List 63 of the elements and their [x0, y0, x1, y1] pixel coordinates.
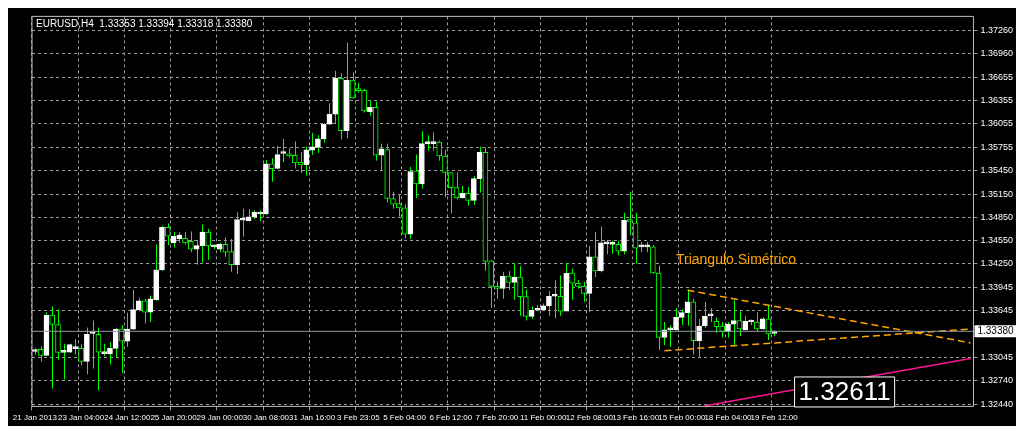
candlestick	[280, 138, 287, 163]
candlestick	[592, 231, 598, 278]
y-tick-label: 1.36355	[980, 95, 1014, 106]
candlestick	[702, 301, 708, 329]
y-tick-label: 1.33045	[980, 351, 1014, 362]
y-tick-label: 1.35755	[980, 141, 1014, 152]
x-tick-label: 25 Jan 20:00	[150, 413, 198, 423]
y-tick-label: 1.33645	[980, 305, 1014, 316]
candlestick	[188, 230, 194, 253]
y-tick-label: 1.35150	[980, 188, 1014, 199]
candlestick	[754, 311, 760, 333]
y-tick-label: 1.36960	[980, 48, 1014, 59]
x-tick-label: 13 Feb 16:00	[612, 413, 660, 423]
candlestick	[309, 132, 315, 156]
x-tick-label: 30 Jan 08:00	[242, 413, 290, 423]
candlestick	[626, 191, 633, 236]
candlestick	[205, 228, 211, 261]
candlestick	[517, 265, 523, 317]
candlestick	[268, 157, 275, 183]
candlestick	[569, 268, 575, 301]
x-tick-label: 11 Feb 00:00	[519, 413, 567, 423]
candlestick	[523, 288, 529, 321]
candlestick	[228, 238, 235, 273]
candlestick	[49, 306, 56, 390]
y-tick-label: 1.35450	[980, 165, 1014, 176]
candlestick	[442, 149, 448, 198]
ref-line-label: 1.33380	[977, 325, 1015, 337]
y-tick-label: 1.32740	[980, 375, 1014, 386]
candlestick	[436, 140, 443, 162]
x-tick-label: 29 Jan 00:00	[196, 413, 244, 423]
chart-title: EURUSD,H4 1.33353 1.33394 1.33318 1.33380	[36, 18, 253, 30]
candlestick	[465, 186, 471, 207]
x-tick-label: 7 Feb 20:00	[475, 413, 519, 423]
x-tick-label: 19 Feb 12:00	[750, 413, 799, 423]
x-tick-label: 3 Feb 23:05	[336, 413, 381, 423]
y-tick-label: 1.34250	[980, 258, 1014, 269]
y-tick-label: 1.36055	[980, 118, 1014, 129]
y-tick-label: 1.32440	[980, 398, 1014, 409]
y-tick-label: 1.33945	[980, 281, 1014, 292]
x-tick-label: 23 Jan 04:00	[57, 413, 105, 423]
y-tick-label: 1.37260	[980, 24, 1014, 35]
candlestick	[546, 290, 552, 317]
candlestick	[130, 289, 136, 331]
candlestick	[395, 194, 402, 218]
candlestick	[164, 222, 171, 246]
candlestick	[413, 153, 419, 199]
y-tick-label: 1.36655	[980, 71, 1014, 82]
x-tick-label: 24 Jan 12:00	[104, 413, 151, 423]
x-tick-label: 5 Feb 04:00	[383, 413, 427, 423]
candlestick	[320, 122, 327, 144]
y-tick-label: 1.34550	[980, 235, 1014, 246]
candlestick	[447, 171, 454, 214]
annotation: 1.32611	[798, 376, 891, 407]
candlestick	[78, 343, 84, 366]
x-tick-label: 12 Feb 08:00	[565, 413, 614, 423]
annotation: Triangulo Simétrico	[675, 251, 797, 268]
x-tick-label: 15 Feb 00:00	[658, 413, 706, 423]
x-tick-label: 6 Feb 12:00	[429, 413, 473, 423]
candlestick	[551, 279, 558, 319]
x-tick-label: 21 Jan 2013	[12, 413, 58, 423]
x-tick-label: 31 Jan 16:00	[289, 413, 336, 423]
candlestick	[89, 319, 96, 370]
y-tick-label: 1.34850	[980, 211, 1014, 222]
